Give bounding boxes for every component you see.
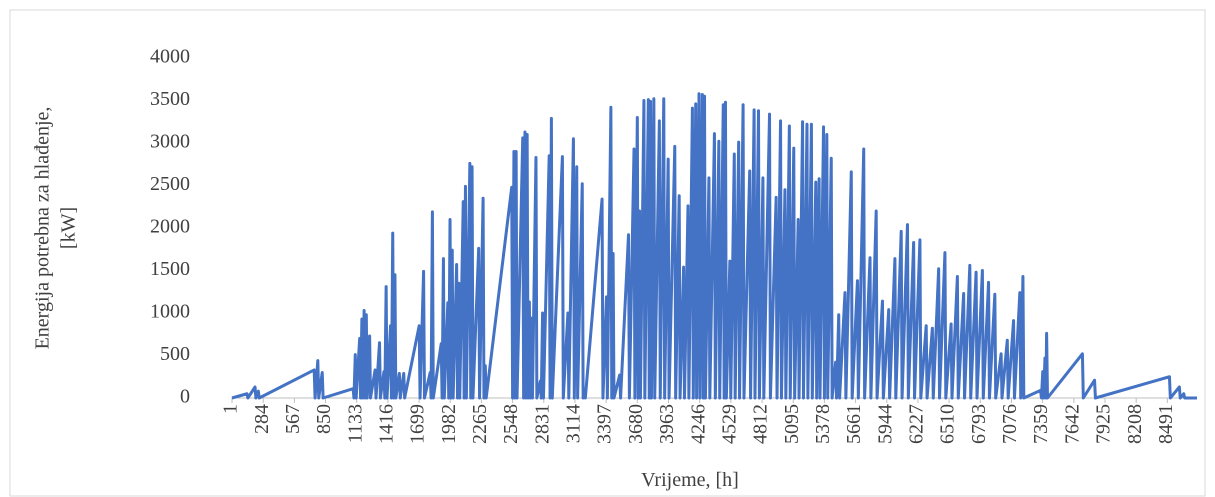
- y-tick-label: 1000: [150, 301, 190, 323]
- y-axis-title: [kW]: [58, 207, 80, 249]
- x-tick-label: 6510: [937, 404, 959, 444]
- x-tick-label: 7642: [1061, 404, 1083, 444]
- y-axis-title: Energija potrebna za hlađenje,: [32, 107, 54, 350]
- x-tick-label: 1416: [375, 404, 397, 444]
- x-tick-label: 4246: [687, 404, 709, 444]
- x-tick-label: 7925: [1093, 404, 1115, 444]
- x-tick-label: 2831: [531, 404, 553, 444]
- y-tick-label: 2500: [150, 173, 190, 195]
- y-tick-label: 1500: [150, 258, 190, 280]
- y-tick-label: 500: [160, 343, 190, 365]
- y-tick-label: 3500: [150, 88, 190, 110]
- data-line: [231, 92, 1197, 400]
- x-tick-label: 3963: [656, 404, 678, 444]
- y-tick-label: 3000: [150, 131, 190, 153]
- x-tick-label: 7076: [999, 404, 1021, 444]
- y-tick-label: 2000: [150, 216, 190, 238]
- x-tick-label: 2548: [500, 404, 522, 444]
- chart-border: [9, 9, 1206, 497]
- x-tick-label: 5944: [874, 404, 896, 444]
- x-tick-label: 5661: [843, 404, 865, 444]
- y-tick-label: 4000: [150, 46, 190, 68]
- x-tick-label: 1699: [407, 404, 429, 444]
- y-tick-label: 0: [180, 386, 190, 408]
- x-tick-label: 7359: [1030, 404, 1052, 444]
- x-tick-label: 567: [282, 404, 304, 434]
- x-tick-label: 4812: [750, 404, 772, 444]
- x-tick-label: 8208: [1124, 404, 1146, 444]
- x-tick-label: 3397: [594, 404, 616, 444]
- x-tick-label: 6227: [906, 404, 928, 444]
- x-tick-label: 850: [313, 404, 335, 434]
- x-tick-label: 8491: [1155, 404, 1177, 444]
- x-tick-label: 3114: [563, 404, 585, 443]
- x-tick-label: 1982: [438, 404, 460, 444]
- x-tick-label: 1133: [344, 404, 366, 443]
- x-tick-label: 1: [220, 404, 242, 414]
- x-tick-label: 6793: [968, 404, 990, 444]
- x-tick-label: 5378: [812, 404, 834, 444]
- x-tick-label: 5095: [781, 404, 803, 444]
- x-tick-label: 3680: [625, 404, 647, 444]
- x-tick-label: 284: [251, 404, 273, 434]
- x-tick-label: 2265: [469, 404, 491, 444]
- x-tick-label: 4529: [718, 404, 740, 444]
- x-axis-title: Vrijeme, [h]: [641, 469, 739, 491]
